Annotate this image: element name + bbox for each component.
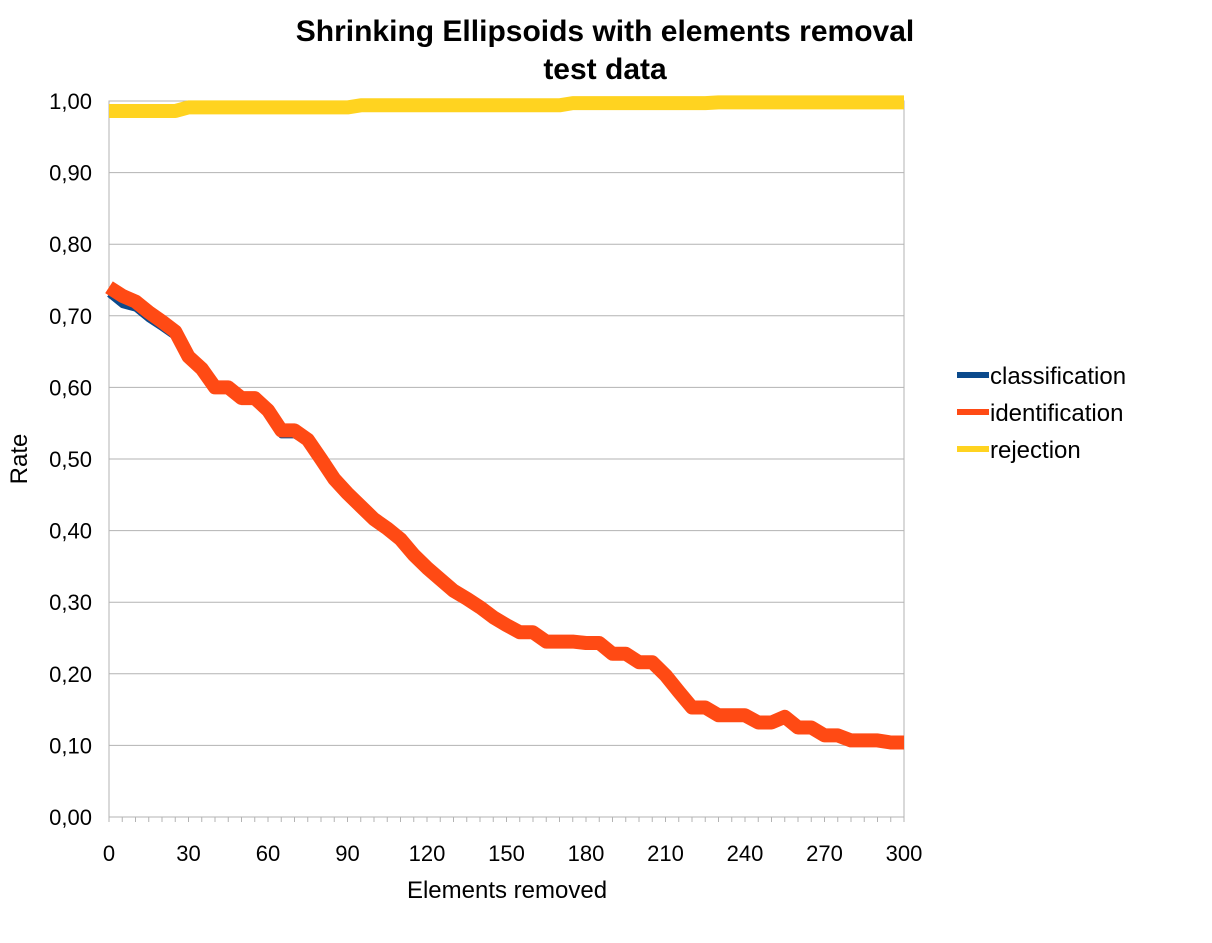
x-tick-label: 270 <box>806 841 843 866</box>
y-tick-label: 0,40 <box>49 519 92 544</box>
x-tick-label: 120 <box>409 841 446 866</box>
series-line-rejection <box>109 95 904 118</box>
legend-label-rejection: rejection <box>990 437 1081 464</box>
gridlines <box>109 100 904 818</box>
y-tick-label: 0,50 <box>49 447 92 472</box>
y-tick-label: 0,90 <box>49 161 92 186</box>
y-axis-title: Rate <box>6 434 33 485</box>
series-line-identification <box>105 281 904 750</box>
y-tick-label: 1,00 <box>49 89 92 114</box>
x-tick-label: 150 <box>488 841 525 866</box>
y-tick-label: 0,80 <box>49 232 92 257</box>
x-tick-label: 30 <box>176 841 200 866</box>
x-axis-title: Elements removed <box>407 877 607 904</box>
y-tick-labels: 0,00 0,10 0,20 0,30 0,40 0,50 0,60 0,70 0,80 0,90… <box>49 89 92 830</box>
series-lines <box>105 95 904 750</box>
y-tick-label: 0,60 <box>49 375 92 400</box>
series-line-classification <box>107 291 904 747</box>
y-tick-label: 0,10 <box>49 733 92 758</box>
y-tick-label: 0,00 <box>49 805 92 830</box>
x-tick-label: 240 <box>727 841 764 866</box>
legend-label-classification: classification <box>990 363 1126 390</box>
x-tick-label: 180 <box>568 841 605 866</box>
chart-subtitle: test data <box>543 53 667 86</box>
legend-label-identification: identification <box>990 400 1123 427</box>
x-tick-label: 0 <box>103 841 115 866</box>
x-tick-marks <box>108 817 905 822</box>
y-tick-label: 0,70 <box>49 304 92 329</box>
y-tick-label: 0,30 <box>49 590 92 615</box>
x-tick-label: 300 <box>886 841 923 866</box>
x-tick-labels: 0 30 60 90 120 150 180 210 240 270 300 <box>103 841 922 866</box>
x-tick-label: 90 <box>335 841 359 866</box>
chart-title: Shrinking Ellipsoids with elements remov… <box>296 15 915 48</box>
x-tick-label: 60 <box>256 841 280 866</box>
x-tick-label: 210 <box>647 841 684 866</box>
y-tick-label: 0,20 <box>49 662 92 687</box>
legend: classification identification rejection <box>957 363 1126 464</box>
